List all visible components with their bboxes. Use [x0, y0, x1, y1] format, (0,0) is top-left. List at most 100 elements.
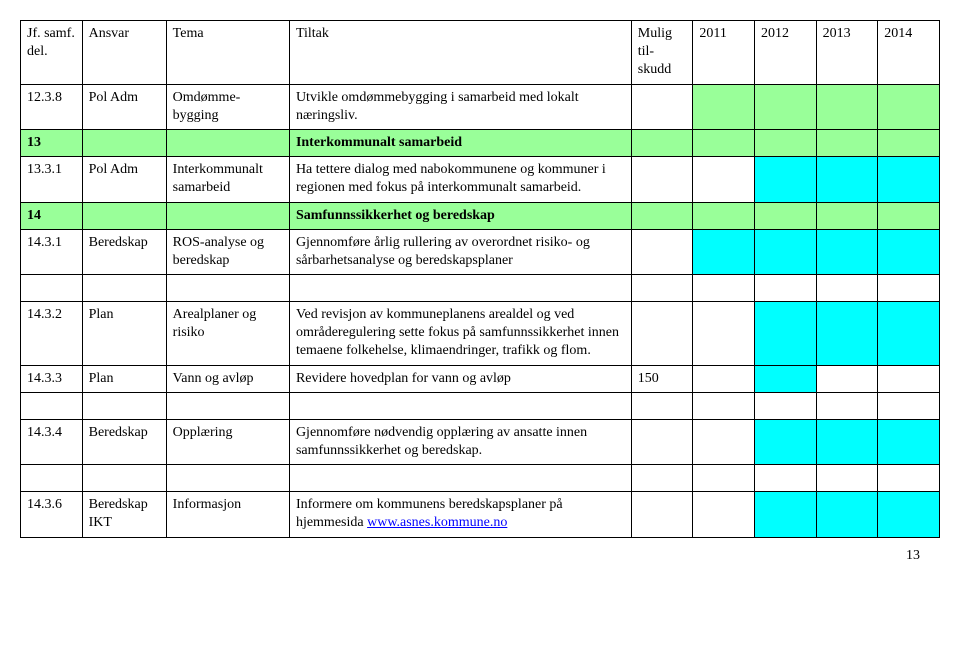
row-mulig: [631, 419, 693, 464]
year-cell: [755, 229, 817, 274]
header-cell: Ansvar: [82, 21, 166, 85]
section-cell: [755, 202, 817, 229]
link-text[interactable]: www.asnes.kommune.no: [367, 515, 507, 530]
year-cell: [878, 229, 940, 274]
year-cell: [878, 492, 940, 537]
year-cell: [816, 419, 878, 464]
table-row: [21, 275, 940, 302]
year-cell: [755, 492, 817, 537]
gap-cell: [289, 275, 631, 302]
gap-cell: [755, 465, 817, 492]
table-row: Jf. samf. del.AnsvarTemaTiltakMulig til-…: [21, 21, 940, 85]
gap-cell: [82, 392, 166, 419]
section-id: 13: [21, 129, 83, 156]
gap-cell: [755, 392, 817, 419]
header-cell: 2014: [878, 21, 940, 85]
gap-cell: [21, 275, 83, 302]
section-cell: [82, 129, 166, 156]
row-tiltak: Revidere hovedplan for vann og avløp: [289, 365, 631, 392]
row-ansvar: Pol Adm: [82, 157, 166, 202]
row-tiltak: Ved revisjon av kommuneplanens arealdel …: [289, 302, 631, 366]
year-cell: [693, 157, 755, 202]
header-cell: Tiltak: [289, 21, 631, 85]
section-cell: [166, 202, 289, 229]
table-row: 14.3.2PlanArealplaner og risikoVed revis…: [21, 302, 940, 366]
section-cell: [878, 202, 940, 229]
year-cell: [878, 84, 940, 129]
year-cell: [755, 157, 817, 202]
year-cell: [878, 157, 940, 202]
row-mulig: [631, 84, 693, 129]
row-mulig: [631, 302, 693, 366]
row-id: 14.3.4: [21, 419, 83, 464]
row-tema: Opplæring: [166, 419, 289, 464]
header-cell: 2011: [693, 21, 755, 85]
row-id: 14.3.3: [21, 365, 83, 392]
table-row: 14.3.3PlanVann og avløpRevidere hovedpla…: [21, 365, 940, 392]
gap-cell: [755, 275, 817, 302]
row-tema: Omdømme-bygging: [166, 84, 289, 129]
gap-cell: [631, 392, 693, 419]
gap-cell: [693, 275, 755, 302]
row-tema: Interkommunalt samarbeid: [166, 157, 289, 202]
row-ansvar: Pol Adm: [82, 84, 166, 129]
header-cell: Jf. samf. del.: [21, 21, 83, 85]
section-title: Interkommunalt samarbeid: [289, 129, 631, 156]
section-cell: [82, 202, 166, 229]
row-id: 12.3.8: [21, 84, 83, 129]
year-cell: [878, 365, 940, 392]
year-cell: [693, 302, 755, 366]
row-tema: Arealplaner og risiko: [166, 302, 289, 366]
section-cell: [631, 129, 693, 156]
table-row: 14.3.4BeredskapOpplæringGjennomføre nødv…: [21, 419, 940, 464]
year-cell: [755, 365, 817, 392]
section-cell: [878, 129, 940, 156]
gap-cell: [166, 392, 289, 419]
header-cell: Mulig til-skudd: [631, 21, 693, 85]
row-id: 14.3.6: [21, 492, 83, 537]
table-row: [21, 392, 940, 419]
section-id: 14: [21, 202, 83, 229]
row-ansvar: Plan: [82, 302, 166, 366]
row-mulig: 150: [631, 365, 693, 392]
page-number: 13: [20, 548, 940, 564]
table-row: 14Samfunnssikkerhet og beredskap: [21, 202, 940, 229]
row-mulig: [631, 157, 693, 202]
year-cell: [693, 229, 755, 274]
year-cell: [878, 419, 940, 464]
row-id: 14.3.1: [21, 229, 83, 274]
gap-cell: [631, 465, 693, 492]
main-table: Jf. samf. del.AnsvarTemaTiltakMulig til-…: [20, 20, 940, 538]
year-cell: [693, 492, 755, 537]
table-row: 13 Interkommunalt samarbeid: [21, 129, 940, 156]
gap-cell: [21, 392, 83, 419]
year-cell: [693, 84, 755, 129]
section-cell: [755, 129, 817, 156]
row-tema: ROS-analyse og beredskap: [166, 229, 289, 274]
row-tiltak: Gjennomføre nødvendig opplæring av ansat…: [289, 419, 631, 464]
row-tiltak: Utvikle omdømmebygging i samarbeid med l…: [289, 84, 631, 129]
year-cell: [878, 302, 940, 366]
row-id: 14.3.2: [21, 302, 83, 366]
gap-cell: [631, 275, 693, 302]
year-cell: [816, 492, 878, 537]
header-cell: Tema: [166, 21, 289, 85]
year-cell: [693, 419, 755, 464]
table-row: 14.3.1BeredskapROS-analyse og beredskapG…: [21, 229, 940, 274]
row-ansvar: Plan: [82, 365, 166, 392]
header-cell: 2013: [816, 21, 878, 85]
section-cell: [816, 129, 878, 156]
table-row: 12.3.8Pol AdmOmdømme-byggingUtvikle omdø…: [21, 84, 940, 129]
section-cell: [166, 129, 289, 156]
row-id: 13.3.1: [21, 157, 83, 202]
gap-cell: [816, 275, 878, 302]
row-tiltak: Informere om kommunens beredskapsplaner …: [289, 492, 631, 537]
row-tiltak: Ha tettere dialog med nabokommunene og k…: [289, 157, 631, 202]
section-cell: [693, 202, 755, 229]
header-cell: 2012: [755, 21, 817, 85]
section-cell: [631, 202, 693, 229]
gap-cell: [166, 275, 289, 302]
gap-cell: [289, 392, 631, 419]
year-cell: [816, 84, 878, 129]
row-mulig: [631, 229, 693, 274]
